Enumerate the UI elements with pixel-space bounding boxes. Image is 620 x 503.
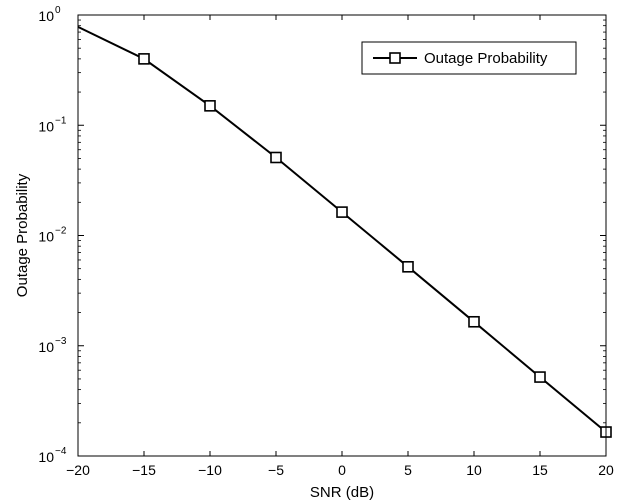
y-tick-label-exponent: −1 xyxy=(55,115,67,126)
series-line xyxy=(77,26,607,433)
x-tick-label: 5 xyxy=(404,462,412,478)
data-point-marker xyxy=(204,100,216,112)
y-axis-label: Outage Probability xyxy=(14,173,31,297)
x-tick-label: −15 xyxy=(132,462,156,478)
y-tick-label: 10 xyxy=(38,449,54,465)
y-tick-label-exponent: −3 xyxy=(55,336,67,347)
y-tick-label: 10 xyxy=(38,118,54,134)
data-point-marker xyxy=(138,53,150,65)
y-tick-label-exponent: −4 xyxy=(55,446,67,457)
x-tick-label: 0 xyxy=(338,462,346,478)
y-tick-label: 10 xyxy=(38,339,54,355)
legend: Outage Probability xyxy=(361,41,577,75)
x-tick-label: 20 xyxy=(598,462,614,478)
y-tick-label-exponent: 0 xyxy=(55,5,61,16)
plot-area-frame xyxy=(77,14,607,457)
data-point-marker xyxy=(534,371,546,383)
legend-marker-square-icon xyxy=(389,52,401,64)
data-point-marker xyxy=(402,261,414,273)
y-tick-label: 10 xyxy=(38,229,54,245)
axis-ticks xyxy=(77,14,607,457)
y-tick-label: 10 xyxy=(38,8,54,24)
x-tick-label: −20 xyxy=(66,462,90,478)
x-axis-label: SNR (dB) xyxy=(310,484,374,501)
legend-label: Outage Probability xyxy=(424,50,548,67)
x-tick-label: −5 xyxy=(268,462,284,478)
data-point-marker xyxy=(468,315,480,328)
series-layer xyxy=(77,26,612,438)
x-tick-label: −10 xyxy=(198,462,222,478)
data-point-marker xyxy=(270,151,282,164)
x-tick-label: 15 xyxy=(532,462,548,478)
data-point-marker xyxy=(336,206,348,218)
y-tick-label-exponent: −2 xyxy=(55,226,67,237)
x-tick-label: 10 xyxy=(466,462,482,478)
